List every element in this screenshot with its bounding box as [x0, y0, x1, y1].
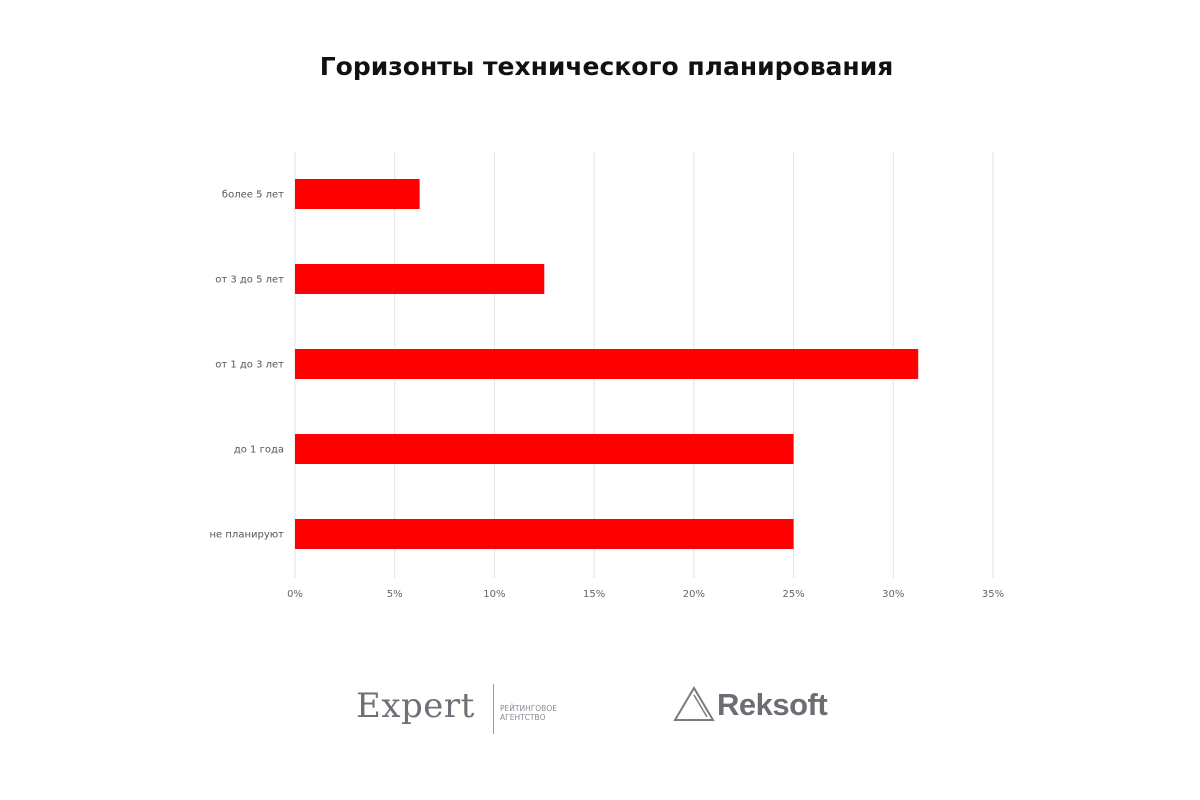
chart-title: Горизонты технического планирования [319, 52, 894, 81]
footer-logos: Expert РЕЙТИНГОВОЕ АГЕНТСТВО Reksoft [0, 678, 1200, 738]
x-axis-tick-labels: 0% 5% 10% 15% 20% 25% 30% 35% [287, 589, 1004, 600]
x-tick-label: 0% [287, 589, 303, 600]
x-tick-label: 15% [583, 589, 605, 600]
expert-logo-divider [493, 684, 494, 734]
x-tick-label: 35% [982, 589, 1004, 600]
expert-logo-subtitle: РЕЙТИНГОВОЕ АГЕНТСТВО [500, 704, 590, 722]
x-tick-label: 25% [782, 589, 804, 600]
reksoft-logo-word: Reksoft [717, 687, 828, 722]
bar [295, 264, 545, 294]
bar [295, 179, 420, 209]
category-labels: более 5 лет от 3 до 5 лет от 1 до 3 лет до … [210, 190, 285, 541]
category-label: от 1 до 3 лет [215, 360, 284, 371]
category-label: более 5 лет [222, 190, 284, 201]
bar [295, 519, 794, 549]
category-label: от 3 до 5 лет [215, 275, 284, 286]
x-tick-label: 5% [387, 589, 403, 600]
category-label: до 1 года [234, 445, 284, 456]
x-tick-label: 10% [483, 589, 505, 600]
bar [295, 434, 794, 464]
expert-logo-subtitle-line2: АГЕНТСТВО [500, 713, 546, 722]
bar [295, 349, 919, 379]
bar-chart: более 5 лет от 3 до 5 лет от 1 до 3 лет до … [210, 152, 1004, 600]
expert-logo-subtitle-line1: РЕЙТИНГОВОЕ [500, 704, 557, 713]
reksoft-triangle-icon [673, 686, 715, 721]
bars [295, 179, 919, 549]
expert-logo-word: Expert [356, 686, 475, 726]
category-label: не планируют [210, 530, 285, 541]
x-tick-label: 30% [882, 589, 904, 600]
x-tick-label: 20% [683, 589, 705, 600]
